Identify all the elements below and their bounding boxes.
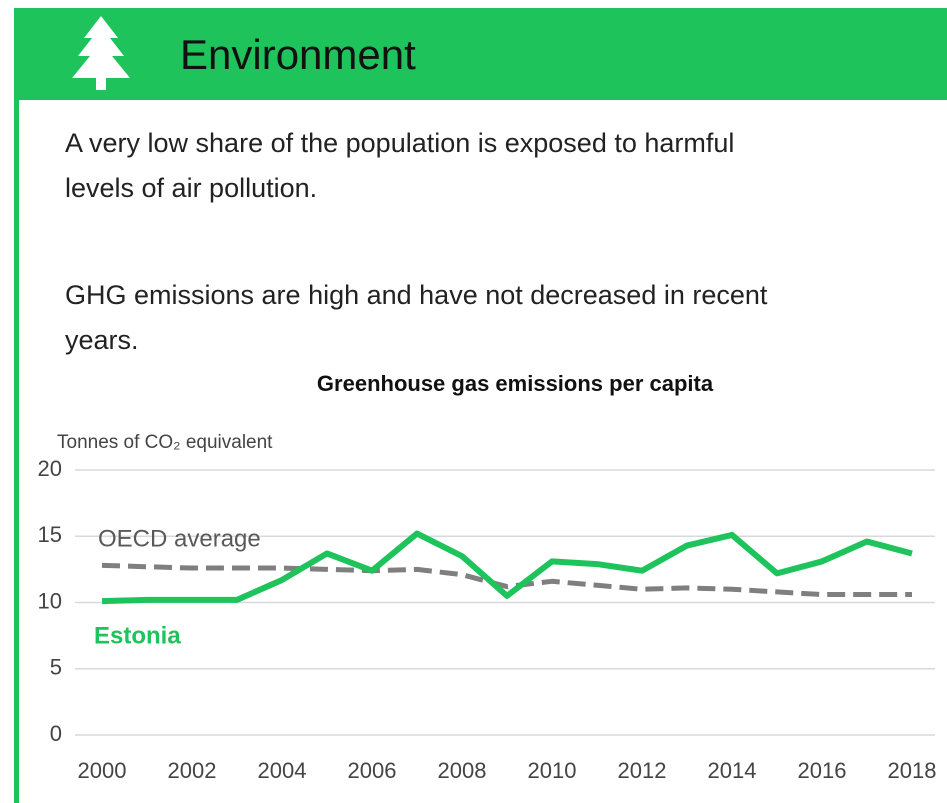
x-tick-label: 2000 (78, 758, 127, 783)
x-tick-label: 2014 (708, 758, 757, 783)
x-tick-label: 2012 (618, 758, 667, 783)
left-border (14, 8, 19, 803)
x-tick-label: 2018 (888, 758, 937, 783)
y-tick-label: 20 (38, 456, 62, 481)
series-line (101, 562, 912, 598)
series-label: OECD average (98, 525, 261, 552)
y-tick-label: 0 (50, 721, 62, 746)
x-tick-label: 2002 (168, 758, 217, 783)
x-tick-label: 2016 (798, 758, 847, 783)
paragraph-line: A very low share of the population is ex… (65, 128, 734, 158)
header-title: Environment (180, 31, 416, 78)
y-tick-label: 15 (38, 522, 62, 547)
x-tick-label: 2006 (348, 758, 397, 783)
chart-title: Greenhouse gas emissions per capita (317, 371, 714, 396)
y-tick-label: 10 (38, 588, 62, 613)
paragraph-line: GHG emissions are high and have not decr… (65, 280, 768, 310)
x-tick-label: 2010 (528, 758, 577, 783)
y-tick-label: 5 (50, 655, 62, 680)
header-bar (14, 8, 947, 100)
paragraph-line: years. (65, 325, 139, 355)
x-tick-label: 2008 (438, 758, 487, 783)
series-line (101, 530, 913, 605)
paragraph-line: levels of air pollution. (65, 173, 317, 203)
tree-icon (72, 16, 130, 90)
x-tick-label: 2004 (258, 758, 307, 783)
y-axis-label: Tonnes of CO₂ equivalent (57, 432, 273, 453)
series-label: Estonia (94, 622, 181, 649)
